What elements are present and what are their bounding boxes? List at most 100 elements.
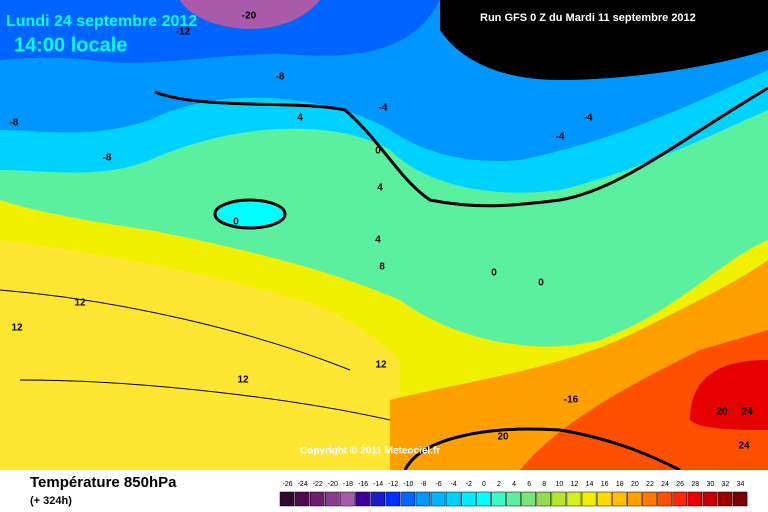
legend-swatch [370, 491, 385, 507]
legend-swatch [294, 491, 310, 507]
legend-swatch [551, 491, 567, 507]
contour-label: -4 [584, 113, 593, 124]
zero-isotherm [154, 86, 768, 208]
contour-label: 0 [538, 278, 544, 289]
contour-label: 0 [233, 217, 239, 228]
coldest-zone [180, 0, 320, 29]
legend-tick-label: 34 [737, 481, 745, 488]
hottest-zone [690, 360, 768, 430]
legend-tick-label: 2 [497, 481, 501, 488]
zero-isotherm-pocket [213, 198, 287, 230]
contour-label: 20 [716, 407, 728, 418]
legend-swatch [445, 491, 461, 507]
legend-tick-label: -22 [313, 481, 323, 488]
contour-label: -8 [276, 72, 285, 83]
contour-label: -4 [379, 103, 388, 114]
contour-label: -12 [176, 27, 191, 38]
legend-tick-label: -12 [388, 481, 398, 488]
run-label: Run GFS 0 Z du Mardi 11 septembre 2012 [480, 12, 696, 24]
run-banner [440, 0, 768, 80]
legend-swatch [476, 491, 491, 507]
legend-tick-label: -14 [373, 481, 383, 488]
legend-swatch [596, 491, 612, 507]
legend-swatch [385, 491, 401, 507]
legend-swatch [400, 491, 416, 507]
legend-tick-label: -24 [298, 481, 308, 488]
isotherm-12 [0, 289, 391, 421]
legend-swatch [279, 491, 295, 507]
legend-tick-label: 14 [586, 481, 594, 488]
contour-label: -4 [556, 132, 565, 143]
legend-tick-label: 22 [646, 481, 654, 488]
legend-tick-label: -16 [358, 481, 368, 488]
legend-tick-label: 28 [691, 481, 699, 488]
legend-swatch [536, 491, 552, 507]
legend-tick-label: 26 [676, 481, 684, 488]
legend-swatch [566, 491, 582, 507]
legend-tick-label: 24 [661, 481, 669, 488]
contour-label: 12 [74, 298, 86, 309]
contour-label: 0 [375, 146, 381, 157]
legend-swatch [657, 491, 672, 507]
legend-tick-label: -20 [328, 481, 338, 488]
legend-swatch [355, 491, 370, 507]
legend-swatch [581, 491, 597, 507]
legend-tick-label: 20 [631, 481, 639, 488]
contour-label: 12 [11, 323, 23, 334]
legend-tick-label: -4 [451, 481, 457, 488]
legend-tick-label: -2 [466, 481, 472, 488]
legend-tick-label: 16 [601, 481, 609, 488]
legend-tick-label: -10 [403, 481, 413, 488]
contour-label: 8 [379, 262, 385, 273]
legend-swatch [309, 491, 325, 507]
contour-label: -8 [10, 118, 19, 129]
legend-swatch [627, 491, 642, 507]
legend-tick-label: 6 [527, 481, 531, 488]
legend-tick-label: -8 [420, 481, 426, 488]
legend-swatch [415, 491, 431, 507]
legend-tick-label: 30 [706, 481, 714, 488]
contour-label: -20 [242, 11, 257, 22]
legend-tick-label: -18 [343, 481, 353, 488]
legend-swatch [325, 491, 340, 507]
contour-label: -8 [103, 153, 112, 164]
legend-tick-label: 8 [542, 481, 546, 488]
legend-tick-label: -6 [435, 481, 441, 488]
legend-swatch [491, 491, 506, 507]
legend-swatch [506, 491, 521, 507]
legend-tick-label: 18 [616, 481, 624, 488]
legend-swatch [521, 491, 536, 507]
contour-label: 24 [741, 407, 753, 418]
legend-swatch [672, 491, 687, 507]
time-label: 14:00 locale [14, 34, 127, 56]
legend-tick-label: 10 [555, 481, 563, 488]
warm-zone [0, 240, 400, 470]
isotherm-20 [403, 427, 681, 472]
contour-label: 12 [237, 375, 249, 386]
contour-label: 0 [491, 268, 497, 279]
contour-label: 24 [738, 441, 750, 452]
legend-swatch [460, 491, 476, 507]
legend-tick-label: 12 [571, 481, 579, 488]
legend-swatch [687, 491, 703, 507]
contour-label: -16 [564, 395, 579, 406]
legend-swatch [430, 491, 446, 507]
date-label: Lundi 24 septembre 2012 [6, 13, 197, 30]
contour-label: 4 [377, 183, 383, 194]
copyright: Copyright © 2011 Meteociel.fr [300, 446, 440, 457]
legend-subtitle: (+ 324h) [30, 495, 72, 507]
legend-swatch [611, 491, 627, 507]
legend-swatch [732, 491, 748, 507]
legend-swatch [642, 491, 657, 507]
legend-tick-label: 32 [722, 481, 730, 488]
legend-swatch [717, 491, 733, 507]
contour-label: 12 [375, 360, 387, 371]
legend-tick-label: 4 [512, 481, 516, 488]
colder-zone [0, 0, 440, 63]
legend-tick-label: 0 [482, 481, 486, 488]
contour-label: 4 [297, 113, 303, 124]
contour-label: 20 [497, 432, 509, 443]
legend-tick-label: -26 [282, 481, 292, 488]
